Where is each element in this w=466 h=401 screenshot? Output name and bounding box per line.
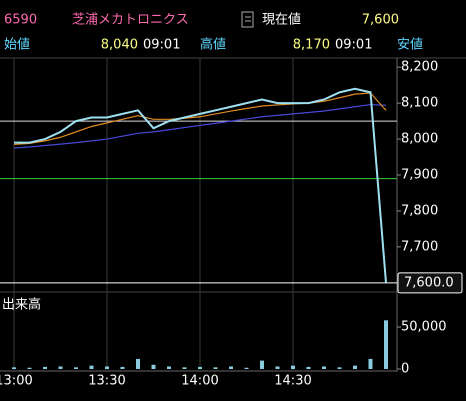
high-time: 09:01: [335, 38, 372, 53]
volume-bar: [151, 364, 156, 369]
y-tick-label: 0: [401, 362, 409, 377]
y-tick-label: 7,800: [401, 203, 438, 218]
volume-bar: [275, 366, 280, 369]
x-tick-label: 14:30: [274, 374, 311, 389]
volume-bar: [213, 367, 218, 369]
volume-bar: [353, 365, 357, 369]
volume-bar: [244, 367, 249, 369]
volume-bar: [74, 367, 78, 369]
open-label: 始値: [4, 37, 30, 53]
volume-bar: [306, 366, 311, 369]
y-tick-label: 8,000: [401, 132, 438, 147]
y-tick-label: 50,000: [401, 320, 447, 335]
current-label: 現在値: [262, 12, 301, 28]
volume-bar: [322, 366, 326, 369]
volume-bar: [291, 365, 295, 369]
volume-bar: [337, 367, 342, 369]
volume-bar: [120, 366, 125, 369]
volume-bar: [198, 366, 202, 369]
series-line: [14, 87, 387, 283]
volume-bar: [58, 366, 63, 369]
series-line: [13, 103, 387, 149]
doc-icon[interactable]: [241, 11, 254, 28]
current-price: 7,600: [362, 13, 399, 28]
volume-bar: [167, 366, 171, 369]
volume-bar: [229, 366, 233, 369]
volume-bar: [260, 360, 264, 369]
volume-bar: [89, 365, 94, 369]
x-tick-label: 13:00: [0, 374, 33, 389]
volume-bar: [27, 367, 32, 369]
pane-title: 出来高: [2, 297, 41, 313]
y-tick-label: 7,700: [401, 239, 438, 254]
volume-bar: [43, 366, 47, 369]
high-label: 高値: [200, 37, 226, 53]
x-tick-label: 13:30: [88, 374, 125, 389]
volume-bar: [136, 358, 140, 369]
y-tick-label: 7,900: [401, 168, 438, 183]
y-tick-label: 8,200: [401, 60, 438, 75]
open-time: 09:01: [143, 38, 180, 53]
last-price-box: [397, 272, 463, 294]
stock-name: 芝浦メカトロニクス: [72, 12, 189, 28]
volume-bar: [368, 358, 373, 369]
x-tick-label: 14:00: [181, 374, 218, 389]
volume-bar: [12, 367, 16, 369]
volume-bar: [384, 320, 388, 369]
last-price-label: 7,600.0: [404, 275, 454, 290]
low-label: 安値: [397, 37, 423, 53]
volume-bar: [105, 366, 109, 369]
y-tick-label: 8,100: [401, 96, 438, 111]
volume-bar: [182, 367, 187, 369]
series-line: [13, 92, 387, 146]
open-price: 8,040: [101, 38, 138, 53]
stock-code: 6590: [4, 13, 37, 28]
high-price: 8,170: [293, 38, 330, 53]
